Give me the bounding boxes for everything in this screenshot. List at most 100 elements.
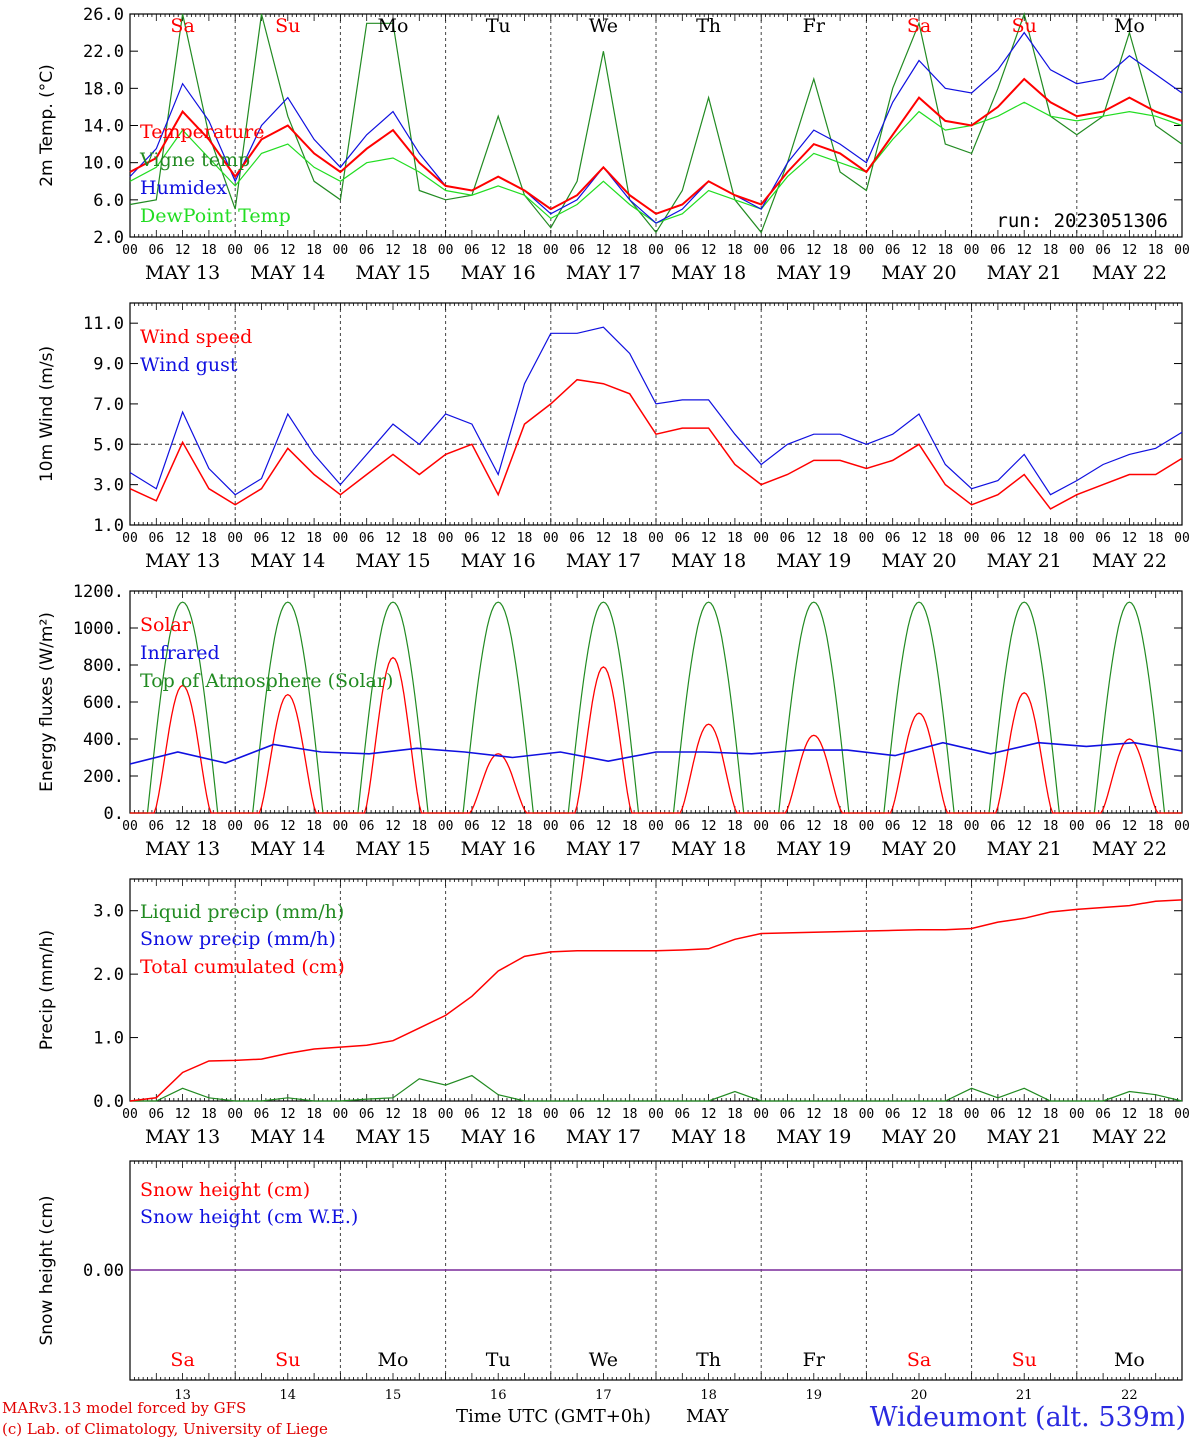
hour-tick-label: 12 — [1016, 1107, 1032, 1122]
hour-tick-label: 18 — [306, 531, 322, 546]
hour-tick-label: 12 — [701, 1107, 717, 1122]
hour-tick-label: 00 — [333, 531, 349, 546]
lab-credit: (c) Lab. of Climatology, University of L… — [2, 1420, 328, 1438]
y-tick-label: 26.0 — [83, 5, 124, 25]
hour-tick-label: 00 — [227, 819, 243, 834]
hour-tick-label: 18 — [411, 1107, 427, 1122]
hour-tick-label: 06 — [1095, 243, 1111, 258]
hour-tick-label: 06 — [674, 531, 690, 546]
hour-tick-label: 00 — [964, 819, 980, 834]
hour-tick-label: 12 — [385, 1107, 401, 1122]
legend-entry: Humidex — [140, 177, 227, 199]
hour-tick-label: 06 — [359, 819, 375, 834]
hour-tick-label: 18 — [937, 819, 953, 834]
hour-tick-label: 18 — [1043, 819, 1059, 834]
x-axis-title: Time UTC (GMT+0h) — [456, 1406, 651, 1427]
run-label: run: 2023051306 — [996, 210, 1168, 232]
hour-tick-label: 18 — [517, 531, 533, 546]
hour-tick-label: 06 — [254, 243, 270, 258]
hour-tick-label: 00 — [753, 243, 769, 258]
hour-tick-label: 00 — [333, 819, 349, 834]
date-label: MAY 14 — [250, 550, 325, 572]
date-label: MAY 18 — [671, 550, 746, 572]
hour-tick-label: 06 — [359, 531, 375, 546]
date-label: MAY 17 — [566, 1126, 641, 1148]
y-tick-label: 1.0 — [93, 1029, 124, 1049]
date-label: MAY 19 — [776, 550, 851, 572]
hour-tick-label: 00 — [859, 819, 875, 834]
hour-tick-label: 00 — [1069, 243, 1085, 258]
hour-tick-label: 12 — [806, 243, 822, 258]
hour-tick-label: 12 — [1016, 819, 1032, 834]
hour-tick-label: 00 — [753, 819, 769, 834]
y-tick-label: 5.0 — [93, 435, 124, 455]
weekday-label: Su — [275, 15, 300, 37]
hour-tick-label: 06 — [885, 243, 901, 258]
date-label: MAY 15 — [355, 262, 430, 284]
series-humidex — [129, 31, 1183, 224]
hour-tick-label: 12 — [806, 531, 822, 546]
hour-tick-label: 06 — [254, 531, 270, 546]
legend-entry: Temperature — [140, 121, 264, 143]
y-tick-label: 2.0 — [93, 228, 124, 248]
hour-tick-label: 12 — [701, 243, 717, 258]
date-label: MAY 22 — [1092, 838, 1167, 860]
hour-tick-label: 06 — [780, 243, 796, 258]
hour-tick-label: 00 — [122, 243, 138, 258]
hour-tick-label: 12 — [280, 819, 296, 834]
hour-tick-label: 18 — [937, 1107, 953, 1122]
hour-tick-label: 06 — [254, 1107, 270, 1122]
y-tick-label: 200. — [83, 767, 124, 787]
hour-tick-label: 06 — [148, 1107, 164, 1122]
hour-tick-label: 06 — [674, 819, 690, 834]
date-label: MAY 19 — [776, 262, 851, 284]
y-tick-label: 0.0 — [93, 1092, 124, 1112]
y-tick-label: 9.0 — [93, 355, 124, 375]
y-tick-label: 6.0 — [93, 191, 124, 211]
hour-tick-label: 18 — [1148, 819, 1164, 834]
weekday-label: Tu — [486, 1349, 511, 1371]
hour-tick-label: 18 — [517, 819, 533, 834]
hour-tick-label: 12 — [490, 1107, 506, 1122]
date-label: MAY 20 — [881, 550, 956, 572]
hour-tick-label: 18 — [1148, 531, 1164, 546]
date-label: MAY 22 — [1092, 1126, 1167, 1148]
date-label: MAY 16 — [461, 550, 536, 572]
hour-tick-label: 00 — [753, 1107, 769, 1122]
hour-tick-label: 06 — [674, 243, 690, 258]
hour-tick-label: 06 — [148, 531, 164, 546]
legend-entry: Liquid precip (mm/h) — [140, 901, 344, 923]
date-label: MAY 14 — [250, 1126, 325, 1148]
hour-tick-label: 00 — [543, 819, 559, 834]
hour-tick-label: 18 — [727, 243, 743, 258]
hour-tick-label: 18 — [201, 819, 217, 834]
hour-tick-label: 12 — [385, 531, 401, 546]
hour-tick-label: 06 — [148, 819, 164, 834]
hour-tick-label: 18 — [1148, 1107, 1164, 1122]
date-label: MAY 20 — [881, 262, 956, 284]
hour-tick-label: 18 — [306, 243, 322, 258]
hour-tick-label: 12 — [1122, 819, 1138, 834]
legend-entry: Solar — [140, 614, 192, 636]
y-tick-label: 600. — [83, 693, 124, 713]
day-number-label: 13 — [174, 1388, 191, 1403]
hour-tick-label: 00 — [543, 243, 559, 258]
hour-tick-label: 12 — [175, 243, 191, 258]
hour-tick-label: 06 — [359, 1107, 375, 1122]
hour-tick-label: 00 — [1069, 1107, 1085, 1122]
day-number-label: 18 — [700, 1388, 717, 1403]
hour-tick-label: 06 — [569, 1107, 585, 1122]
hour-tick-label: 18 — [832, 819, 848, 834]
hour-tick-label: 12 — [490, 243, 506, 258]
hour-tick-label: 18 — [727, 1107, 743, 1122]
series-total-cumulated — [129, 899, 1183, 1102]
hour-tick-label: 12 — [280, 531, 296, 546]
day-number-label: 19 — [806, 1388, 823, 1403]
weekday-label: Su — [1012, 1349, 1037, 1371]
weekday-label: Tu — [486, 15, 511, 37]
hour-tick-label: 00 — [1069, 819, 1085, 834]
weekday-label: Sa — [170, 15, 194, 37]
hour-tick-label: 18 — [201, 243, 217, 258]
hour-tick-label: 18 — [622, 243, 638, 258]
